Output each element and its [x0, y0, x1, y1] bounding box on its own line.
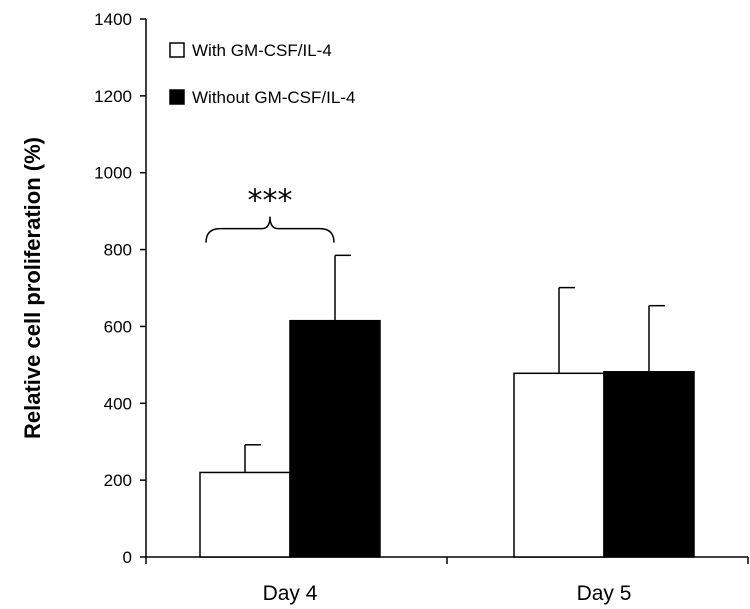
legend-swatch-with [169, 42, 185, 58]
x-category-label: Day 4 [263, 582, 318, 605]
significance-bracket [205, 216, 335, 243]
x-category-label: Day 5 [577, 582, 632, 605]
bar [289, 319, 381, 558]
bar [603, 371, 695, 558]
legend-label-without: Without GM-CSF/IL-4 [192, 88, 355, 107]
y-tick-label: 1400 [94, 10, 132, 29]
legend-label-with: With GM-CSF/IL-4 [192, 41, 332, 60]
y-tick-label: 800 [104, 241, 132, 260]
y-tick-label: 400 [104, 394, 132, 413]
significance-label: *** [248, 184, 293, 219]
bar [513, 372, 605, 558]
legend-swatch-without [169, 89, 185, 105]
y-tick-label: 600 [104, 317, 132, 336]
y-tick-label: 1000 [94, 164, 132, 183]
bar [199, 471, 291, 558]
plot-area: 0 200 400 600 800 1000 1200 1400 Day 4 Day 5 *** [94, 10, 749, 605]
y-tick-label: 200 [104, 471, 132, 490]
y-axis-title: Relative cell proliferation (%) [20, 137, 45, 439]
y-tick-label: 1200 [94, 87, 132, 106]
y-tick-label: 0 [123, 548, 132, 567]
legend: With GM-CSF/IL-4 Without GM-CSF/IL-4 [169, 41, 355, 107]
